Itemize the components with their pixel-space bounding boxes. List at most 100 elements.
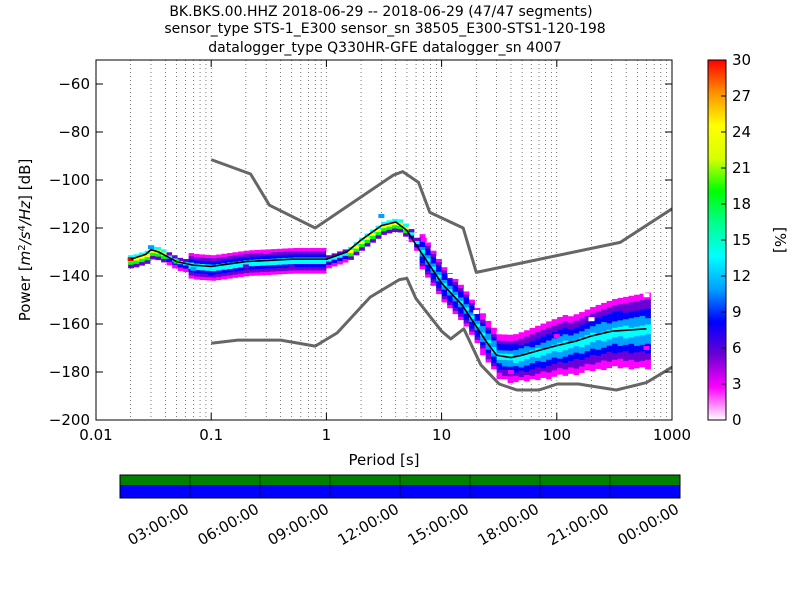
density-cell xyxy=(452,291,459,296)
density-cell xyxy=(595,308,602,312)
density-cell xyxy=(557,320,563,324)
density-cell xyxy=(551,363,558,368)
density-cell xyxy=(144,260,151,264)
density-cell xyxy=(436,281,442,285)
density-cell xyxy=(260,262,266,266)
density-cell xyxy=(205,254,211,259)
density-cell xyxy=(326,252,332,256)
density-cell xyxy=(617,313,624,318)
density-cell xyxy=(194,279,200,284)
density-cell xyxy=(606,316,613,321)
density-cell xyxy=(634,288,640,292)
density-cell xyxy=(216,280,222,284)
density-cell xyxy=(249,272,255,277)
density-cell xyxy=(447,298,453,303)
density-cell xyxy=(452,314,459,318)
density-cell xyxy=(320,264,327,268)
density-cell xyxy=(227,265,233,270)
density-cell xyxy=(469,315,475,320)
density-cell xyxy=(287,245,294,249)
density-cell xyxy=(590,345,596,349)
density-cell xyxy=(639,312,646,317)
density-cell xyxy=(546,327,552,332)
density-cell xyxy=(634,297,640,302)
density-cell xyxy=(518,370,525,375)
noise-model-curves xyxy=(130,158,672,392)
density-cell xyxy=(161,258,167,263)
density-cell xyxy=(568,338,574,343)
noise-model-low-line xyxy=(211,276,672,392)
density-cell xyxy=(628,343,635,348)
density-cell xyxy=(425,264,431,269)
density-cell xyxy=(529,363,536,367)
density-cell xyxy=(315,254,321,258)
density-cell xyxy=(474,320,481,325)
density-cell xyxy=(271,261,277,266)
density-cell xyxy=(425,274,431,278)
density-cell xyxy=(293,244,299,249)
density-cell xyxy=(458,313,464,318)
density-cell xyxy=(177,257,184,262)
density-cell xyxy=(579,312,585,316)
density-cell xyxy=(639,341,646,346)
density-cell xyxy=(298,260,305,265)
density-cell xyxy=(579,308,585,313)
colorbar-tick-label: 15 xyxy=(732,231,751,249)
density-cell xyxy=(353,248,360,253)
density-cell xyxy=(469,309,475,313)
density-cell xyxy=(419,266,426,270)
density-cell xyxy=(557,352,563,356)
density-cell xyxy=(573,375,580,379)
density-cell xyxy=(243,266,250,271)
density-cell xyxy=(502,369,508,374)
density-cell xyxy=(205,257,211,262)
density-cell xyxy=(441,283,448,287)
density-cell xyxy=(419,246,426,251)
density-cell xyxy=(282,261,288,265)
density-cell xyxy=(623,303,629,307)
density-cell xyxy=(601,315,607,320)
density-cell xyxy=(595,349,602,354)
density-cell xyxy=(579,350,585,354)
density-cell xyxy=(342,249,349,253)
density-cell xyxy=(568,335,574,339)
density-cell xyxy=(524,375,530,379)
density-cell xyxy=(452,307,459,312)
density-cell xyxy=(320,244,327,249)
density-cell xyxy=(590,326,596,330)
density-cell xyxy=(524,330,530,334)
density-cell xyxy=(386,226,393,231)
density-cell xyxy=(535,354,541,359)
density-cell xyxy=(238,264,244,268)
density-cell xyxy=(568,313,574,317)
density-cell xyxy=(238,277,244,281)
density-cell xyxy=(254,253,261,257)
density-cell xyxy=(370,232,376,237)
density-cell xyxy=(480,319,486,324)
x-axis-ticks: 0.01 0.1 1 10 100 1000 xyxy=(79,60,691,444)
density-cell xyxy=(463,316,470,321)
density-cell xyxy=(304,260,310,265)
density-cell xyxy=(518,341,525,346)
density-cell xyxy=(535,322,541,327)
density-cell xyxy=(496,356,503,361)
density-cell xyxy=(403,220,409,224)
density-cell xyxy=(254,275,261,280)
density-cell xyxy=(458,284,464,289)
density-cell xyxy=(628,305,635,309)
density-cell xyxy=(199,280,206,284)
mode-line xyxy=(130,221,647,359)
density-cell xyxy=(452,278,459,283)
density-cell xyxy=(260,256,266,260)
density-cell xyxy=(216,270,222,275)
density-cell xyxy=(375,222,382,226)
density-cell xyxy=(353,251,360,256)
density-cell xyxy=(216,276,222,281)
density-cell xyxy=(606,355,613,359)
density-cell xyxy=(590,348,596,353)
density-cell xyxy=(535,367,541,371)
density-cell xyxy=(507,373,514,377)
density-cell xyxy=(309,248,316,252)
density-cell xyxy=(573,307,580,312)
density-cell xyxy=(639,316,646,320)
